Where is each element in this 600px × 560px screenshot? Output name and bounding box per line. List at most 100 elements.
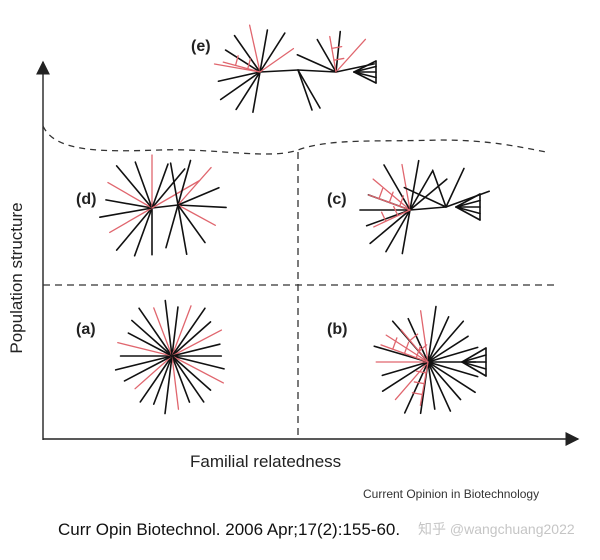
- x-axis-label: Familial relatedness: [190, 452, 342, 471]
- tree-panel-e: [213, 24, 377, 113]
- watermark-text: 知乎 @wangchuang2022: [418, 521, 575, 537]
- tree-branch: [177, 159, 192, 206]
- tree-branch: [383, 164, 411, 211]
- tree-branch: [296, 53, 337, 73]
- tree-branch: [171, 355, 225, 370]
- tree-clade-triangle: [461, 354, 487, 363]
- tree-clade-tip: [388, 191, 394, 204]
- journal-credit: Current Opinion in Biotechnology: [363, 487, 540, 501]
- tree-clade-triangle: [455, 193, 481, 208]
- panel-label-d: (d): [76, 191, 96, 208]
- tree-branch: [427, 320, 465, 363]
- tree-branch: [139, 355, 173, 403]
- tree-branch: [259, 29, 269, 73]
- tree-panel-d: [99, 154, 227, 257]
- tree-branch: [164, 299, 173, 357]
- tree-branch: [177, 166, 212, 206]
- tree-branch: [445, 190, 491, 208]
- panel-label-c: (c): [327, 191, 347, 208]
- tree-branch: [297, 69, 321, 109]
- tree-branch: [403, 361, 429, 414]
- tree-branch: [394, 361, 429, 401]
- tree-internal-branch: [151, 204, 179, 209]
- tree-branch: [409, 170, 433, 211]
- tree-branch: [177, 204, 206, 244]
- tree-branch: [381, 361, 429, 392]
- tree-branch: [213, 63, 261, 73]
- tree-branch: [224, 49, 261, 73]
- tree-branch: [235, 71, 261, 111]
- tree-clade-tip: [403, 341, 410, 355]
- tree-branch: [381, 361, 429, 377]
- panel-label-a: (a): [76, 321, 96, 338]
- tree-branch: [171, 307, 206, 357]
- tree-branch: [115, 165, 153, 209]
- tree-clade-stem: [373, 209, 411, 228]
- tree-branch: [419, 310, 429, 363]
- tree-branch: [177, 204, 216, 226]
- tree-branch: [217, 71, 261, 83]
- tree-clade-tip: [331, 45, 343, 50]
- tree-clade-tip: [418, 344, 428, 352]
- tree-branch: [401, 209, 411, 255]
- tree-branch: [171, 305, 192, 357]
- tree-internal-branch: [409, 206, 447, 211]
- tree-clade-stem: [400, 329, 429, 363]
- tree-branch: [427, 361, 436, 410]
- tree-branch: [115, 207, 153, 251]
- tree-branch: [369, 209, 411, 245]
- tree-branch: [169, 162, 179, 206]
- tree-panel-c: [359, 159, 491, 255]
- tree-branch: [177, 204, 188, 256]
- tree-branch: [233, 34, 261, 73]
- tree-branch: [171, 355, 225, 384]
- tree-branch: [164, 355, 173, 415]
- tree-branch: [401, 163, 411, 211]
- tree-branch: [427, 346, 479, 363]
- tree-clade-tip: [378, 187, 384, 200]
- tree-clade-triangle: [353, 65, 377, 73]
- tree-branch: [365, 209, 411, 227]
- tree-branch: [259, 32, 286, 73]
- tree-branch: [431, 169, 447, 208]
- tree-branch: [407, 317, 429, 363]
- tree-panel-a: [114, 299, 225, 415]
- tree-branch: [138, 307, 173, 357]
- tree-branch: [409, 159, 420, 211]
- tree-branch: [171, 321, 212, 357]
- tree-clade-triangle: [353, 71, 377, 84]
- tree-branch: [427, 305, 437, 363]
- tree-internal-branch: [259, 69, 299, 73]
- tree-branch: [171, 329, 223, 357]
- tree-branch: [171, 355, 180, 410]
- tree-branch: [427, 361, 476, 394]
- tree-clade-tip: [415, 345, 422, 359]
- tree-clade-tip: [234, 55, 239, 67]
- tree-branch: [259, 47, 295, 73]
- tree-clade-triangle: [455, 206, 481, 221]
- tree-clade-tip: [380, 211, 387, 222]
- tree-branch: [335, 30, 342, 73]
- tree-branch: [427, 361, 479, 378]
- tree-clade-triangle: [461, 361, 487, 377]
- tree-clade-tip: [392, 337, 398, 350]
- tree-clade-tip: [415, 370, 427, 374]
- tree-clade-triangle: [455, 206, 481, 215]
- tree-branch: [297, 69, 313, 111]
- tree-branch: [123, 355, 173, 382]
- tree-branch: [177, 204, 227, 209]
- tree-clade-tip: [399, 195, 405, 207]
- tree-branch: [252, 71, 261, 113]
- tree-clade-triangle: [461, 361, 487, 370]
- tree-clade-tip: [333, 57, 345, 61]
- tree-branch: [427, 361, 462, 401]
- tree-branch: [165, 204, 179, 249]
- tree-branch: [403, 186, 447, 208]
- tree-branch: [114, 355, 173, 371]
- tree-branch: [445, 167, 465, 208]
- tree-branch: [248, 24, 261, 73]
- tree-branch: [427, 361, 452, 412]
- tree-branch: [385, 209, 411, 253]
- tree-branch: [427, 315, 450, 363]
